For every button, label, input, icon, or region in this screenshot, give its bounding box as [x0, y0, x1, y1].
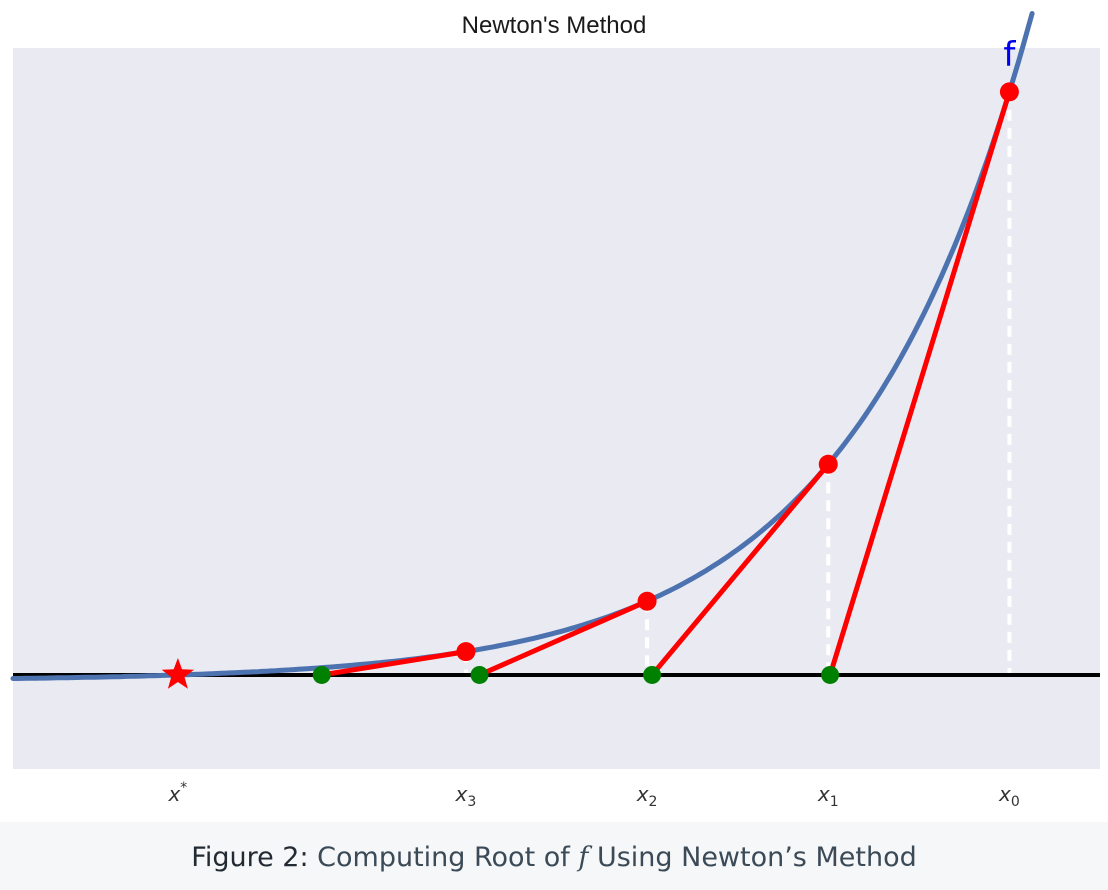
tangent-lines	[319, 89, 1012, 678]
tick-label-root: x*	[167, 780, 187, 806]
tick-label-x3: x3	[455, 782, 477, 810]
plot-title: Newton's Method	[461, 12, 647, 39]
iteration-points	[312, 82, 1019, 684]
axis-intercept-point	[643, 665, 662, 684]
axis-intercept-point	[470, 665, 489, 684]
curve-point-x3	[456, 642, 476, 662]
figure: f x0 x1 x2 x3 x* Newton's Method	[10, 11, 1100, 810]
tangent-line-x0	[827, 89, 1012, 678]
figure-caption: Figure 2: Computing Root of f Using Newt…	[0, 842, 1108, 873]
tick-label-x0: x0	[998, 782, 1020, 810]
caption-figure-label: Figure 2:	[191, 842, 309, 873]
tangent-line-x1	[649, 461, 831, 678]
caption-symbol: f	[578, 842, 589, 873]
axis-intercept-point	[312, 665, 331, 684]
curve-point-x0	[999, 82, 1019, 102]
axis-intercept-point	[821, 665, 840, 684]
caption-text-after: Using Newton’s Method	[596, 842, 917, 873]
tick-label-x2: x2	[636, 782, 658, 810]
function-label: f	[1003, 35, 1016, 75]
plot-background	[13, 48, 1100, 769]
root-star-marker	[161, 658, 194, 689]
tangent-line-x3	[319, 649, 469, 678]
tangent-line-x2	[477, 598, 650, 678]
x-tick-labels: x0 x1 x2 x3 x*	[167, 780, 1019, 810]
caption-text-before: Computing Root of	[317, 842, 570, 873]
curve-point-x2	[637, 591, 657, 611]
tick-label-x1: x1	[817, 782, 839, 810]
newton-method-plot: f x0 x1 x2 x3 x*	[10, 11, 1100, 810]
curve-point-x1	[818, 454, 838, 474]
